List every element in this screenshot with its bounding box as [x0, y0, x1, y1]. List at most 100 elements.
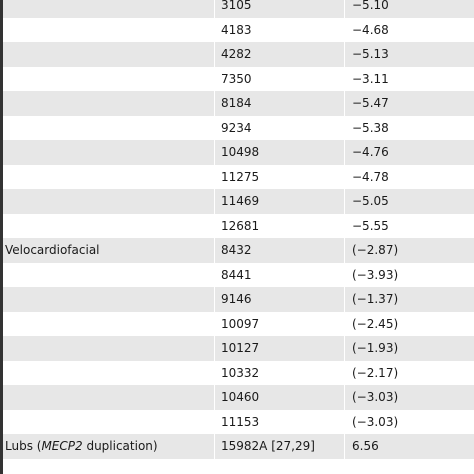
- id-cell: 7350: [221, 71, 252, 86]
- value-cell: −5.05: [352, 194, 389, 208]
- table-row: 4183 −4.68: [0, 17, 474, 42]
- table-row: 9146 (−1.37): [0, 287, 474, 312]
- column-divider: [214, 66, 215, 91]
- table-row: 7350 −3.11: [0, 66, 474, 91]
- column-divider: [344, 140, 345, 165]
- value-cell: −3.11: [352, 71, 389, 86]
- column-divider: [344, 311, 345, 336]
- id-cell: 11275: [221, 169, 260, 184]
- table-row: 4282 −5.13: [0, 42, 474, 67]
- column-divider: [344, 164, 345, 189]
- value-cell: 6.56: [352, 439, 379, 453]
- value-cell: (−2.45): [352, 316, 399, 331]
- id-cell: 11153: [221, 414, 260, 429]
- id-cell: 11469: [221, 194, 260, 208]
- column-divider: [214, 189, 215, 214]
- column-divider: [214, 115, 215, 140]
- column-divider: [344, 42, 345, 67]
- id-cell: 4183: [221, 22, 252, 37]
- column-divider: [214, 17, 215, 42]
- column-divider: [214, 164, 215, 189]
- column-divider: [214, 262, 215, 287]
- id-cell: 10127: [221, 341, 260, 355]
- column-divider: [344, 287, 345, 312]
- group-text-post: duplication): [82, 439, 158, 453]
- column-divider: [214, 385, 215, 410]
- table-row: 3105 −5.10: [0, 0, 474, 18]
- value-cell: −5.47: [352, 96, 389, 110]
- column-divider: [214, 238, 215, 263]
- column-divider: [214, 336, 215, 361]
- column-divider: [214, 311, 215, 336]
- column-divider: [214, 0, 215, 18]
- table-row: 8441 (−3.93): [0, 262, 474, 287]
- column-divider: [214, 434, 215, 459]
- value-cell: (−3.03): [352, 414, 399, 429]
- id-cell: 3105: [221, 0, 252, 12]
- id-cell: 10460: [221, 390, 260, 404]
- value-cell: (−3.03): [352, 390, 399, 404]
- column-divider: [344, 434, 345, 459]
- column-divider: [344, 262, 345, 287]
- column-divider: [344, 336, 345, 361]
- table-row: 11153 (−3.03): [0, 409, 474, 434]
- data-table: 3105 −5.10 4183 −4.68 4282 −5.13 7350 −3.11 8184…: [0, 0, 474, 459]
- value-cell: −5.10: [352, 0, 389, 12]
- value-cell: −4.78: [352, 169, 389, 184]
- id-cell: 9146: [221, 292, 252, 306]
- table-row: 10127 (−1.93): [0, 336, 474, 361]
- column-divider: [344, 189, 345, 214]
- id-cell: 8432: [221, 243, 252, 257]
- column-divider: [214, 360, 215, 385]
- value-cell: −4.68: [352, 22, 389, 37]
- group-cell: Lubs (MECP2 duplication): [5, 434, 158, 459]
- id-cell: 10332: [221, 365, 260, 380]
- table-row: 8184 −5.47: [0, 91, 474, 116]
- column-divider: [214, 91, 215, 116]
- value-cell: (−2.87): [352, 243, 399, 257]
- column-divider: [214, 213, 215, 238]
- value-cell: (−3.93): [352, 267, 399, 282]
- column-divider: [344, 213, 345, 238]
- table-row: Lubs (MECP2 duplication) 15982A [27,29] 6.…: [0, 434, 474, 459]
- table-row: Velocardiofacial 8432 (−2.87): [0, 238, 474, 263]
- table-row: 12681 −5.55: [0, 213, 474, 238]
- value-cell: −4.76: [352, 145, 389, 159]
- id-cell: 12681: [221, 218, 260, 233]
- value-cell: (−1.37): [352, 292, 399, 306]
- value-cell: −5.13: [352, 47, 389, 61]
- id-cell: 4282: [221, 47, 252, 61]
- id-cell: 8184: [221, 96, 252, 110]
- column-divider: [344, 0, 345, 18]
- table-row: 10097 (−2.45): [0, 311, 474, 336]
- table-row: 10332 (−2.17): [0, 360, 474, 385]
- value-cell: −5.55: [352, 218, 389, 233]
- column-divider: [214, 409, 215, 434]
- table-row: 10498 −4.76: [0, 140, 474, 165]
- column-divider: [344, 91, 345, 116]
- group-text-italic: MECP2: [41, 439, 83, 453]
- column-divider: [344, 17, 345, 42]
- column-divider: [344, 360, 345, 385]
- column-divider: [344, 385, 345, 410]
- id-cell: 9234: [221, 120, 252, 135]
- id-cell: 10097: [221, 316, 260, 331]
- value-cell: (−1.93): [352, 341, 399, 355]
- id-cell: 8441: [221, 267, 252, 282]
- table-row: 11469 −5.05: [0, 189, 474, 214]
- table-row: 11275 −4.78: [0, 164, 474, 189]
- column-divider: [214, 42, 215, 67]
- id-cell: 10498: [221, 145, 260, 159]
- column-divider: [344, 115, 345, 140]
- group-text-pre: Lubs (: [5, 439, 42, 453]
- column-divider: [344, 66, 345, 91]
- column-divider: [214, 140, 215, 165]
- left-border-rule: [0, 0, 3, 474]
- table-row: 9234 −5.38: [0, 115, 474, 140]
- id-cell: 15982A [27,29]: [221, 439, 315, 453]
- column-divider: [214, 287, 215, 312]
- value-cell: (−2.17): [352, 365, 399, 380]
- group-cell: Velocardiofacial: [5, 243, 100, 257]
- column-divider: [344, 238, 345, 263]
- value-cell: −5.38: [352, 120, 389, 135]
